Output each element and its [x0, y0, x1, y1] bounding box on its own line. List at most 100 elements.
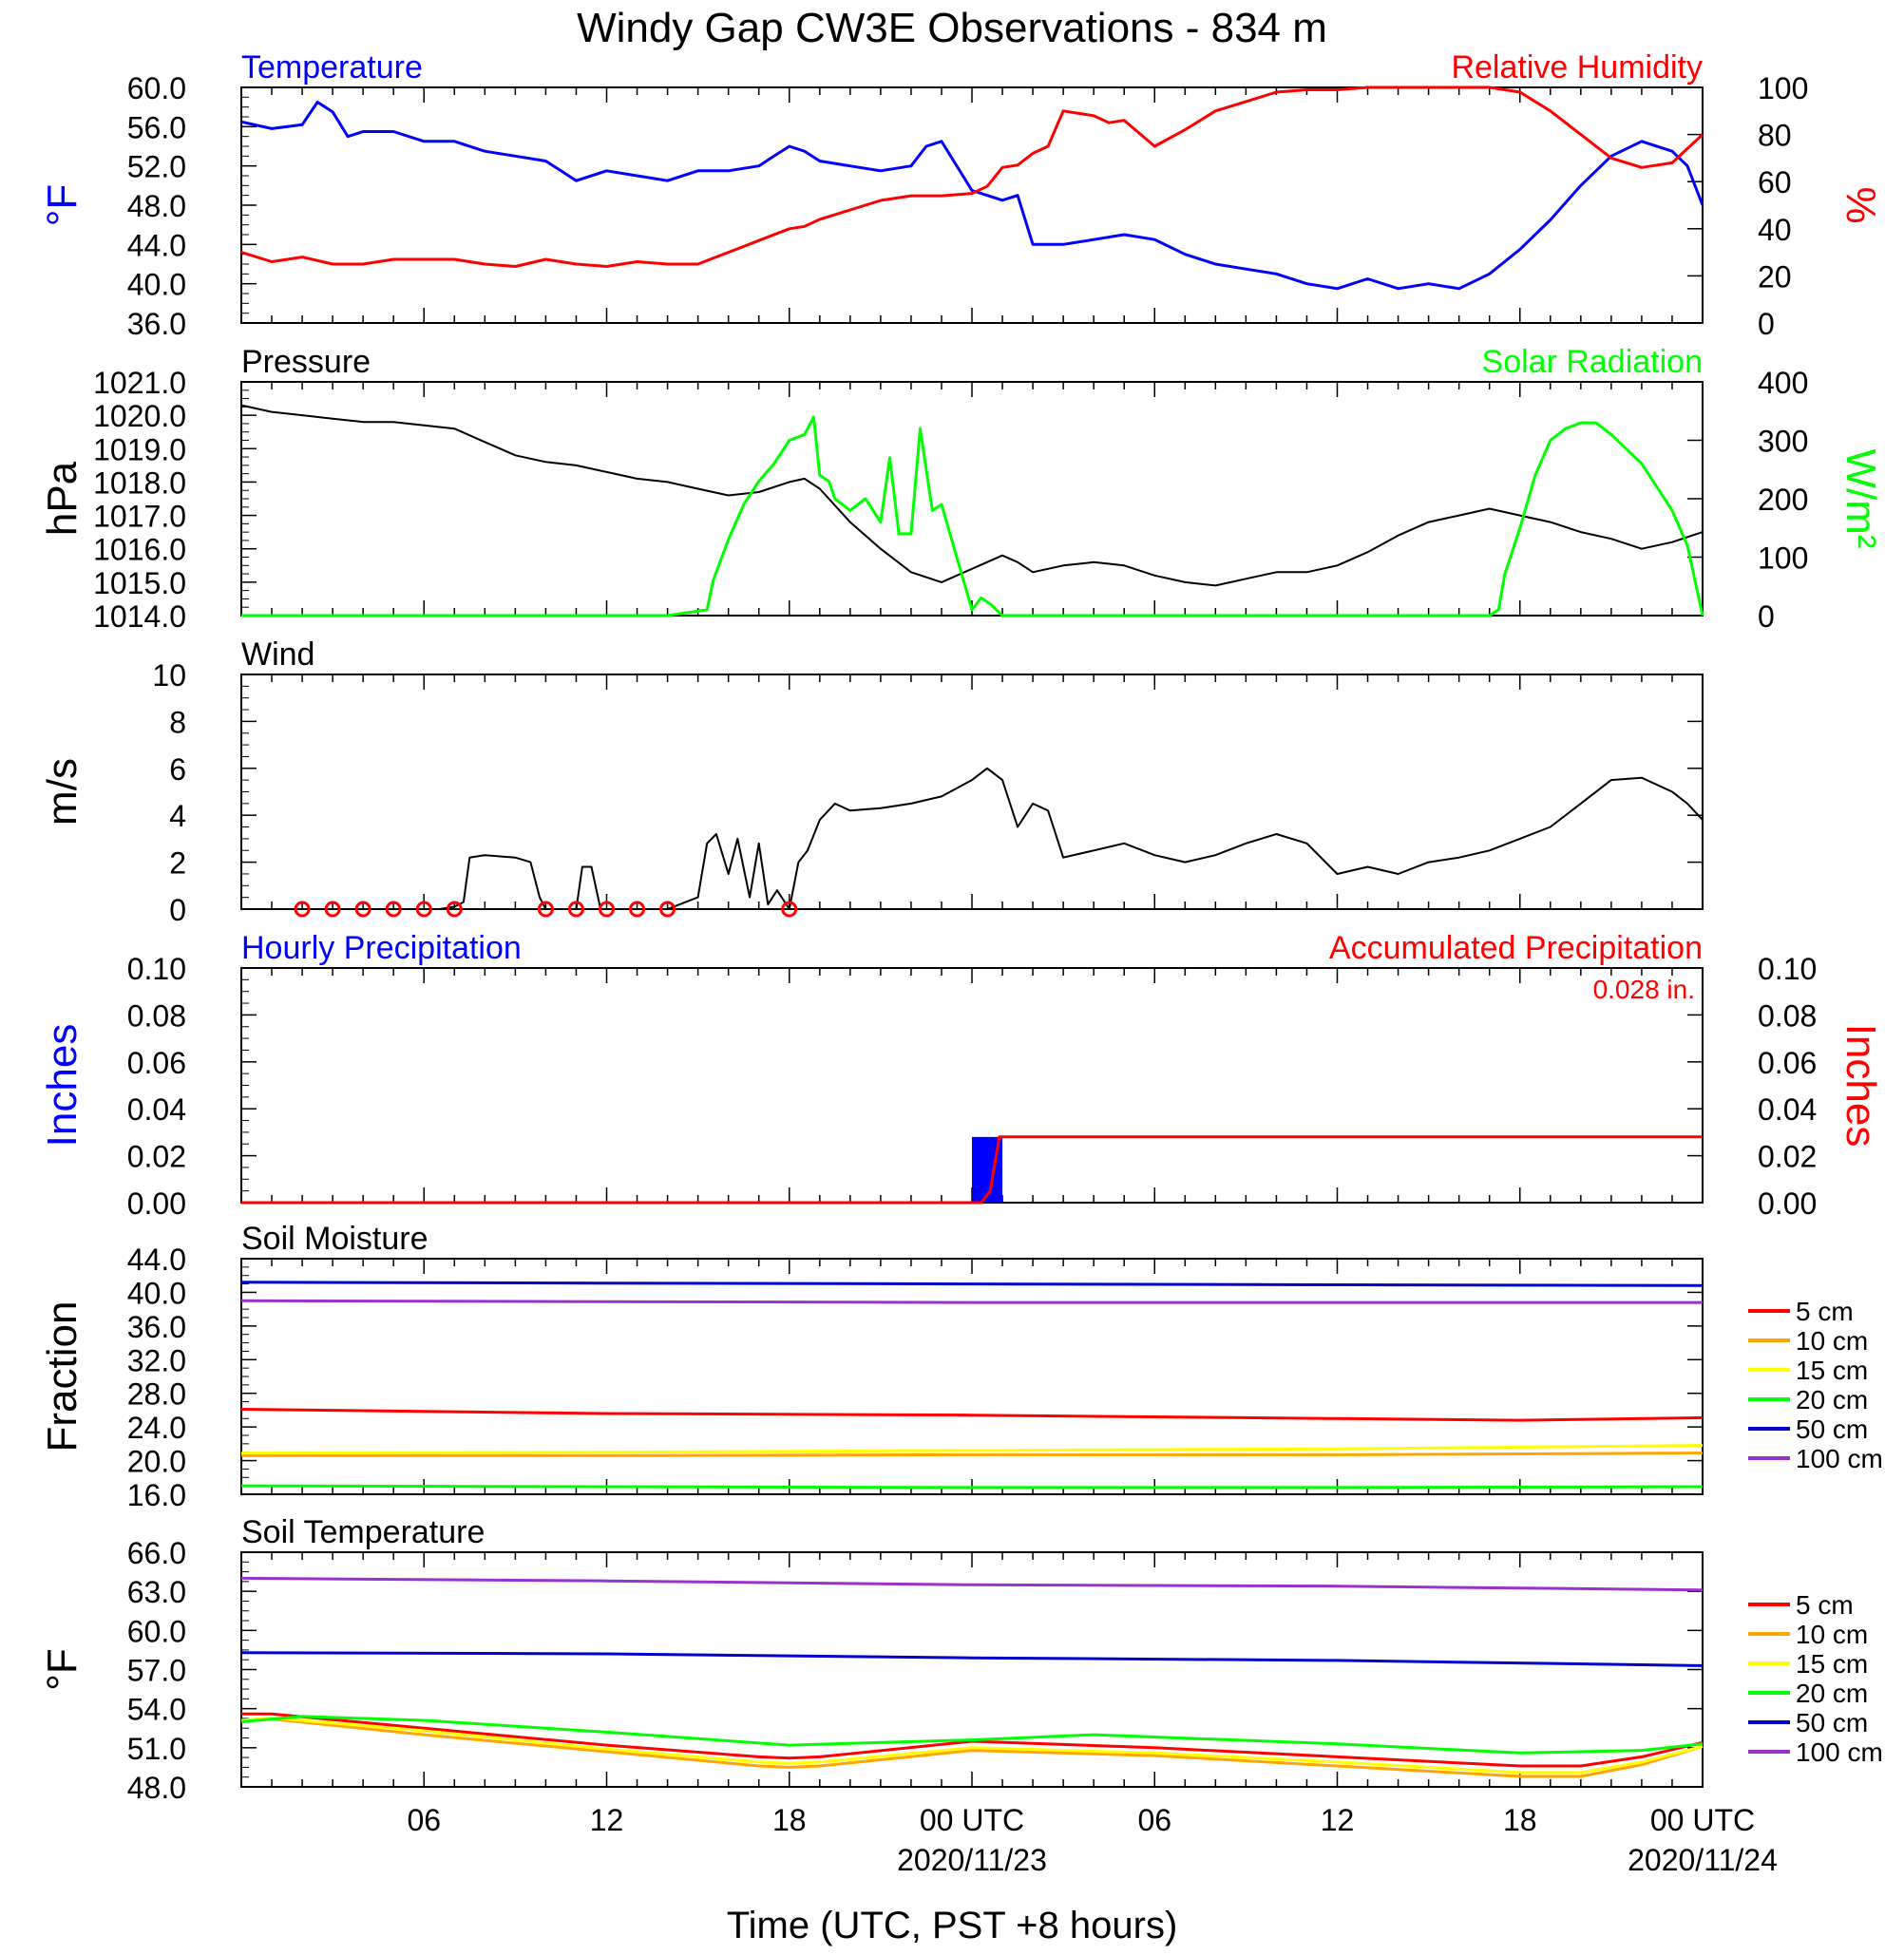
plot-frame [240, 86, 1704, 324]
panel-label-left: Soil Temperature [241, 1514, 485, 1550]
x-tick-label: 18 [1503, 1803, 1537, 1837]
x-date-label: 2020/11/24 [1628, 1843, 1778, 1877]
y-tick-label-left: 0.08 [127, 998, 186, 1033]
series-line [241, 1712, 1704, 1768]
y-tick-label-left: 1016.0 [93, 533, 186, 567]
y-tick-label-right: 20 [1758, 259, 1792, 294]
panel-temp_rh: 36.0 40.0 44.0 48.0 52.0 56.0 60.0 0 20 40 60 80 100… [39, 49, 1884, 341]
x-axis-label: Time (UTC, PST +8 hours) [727, 1905, 1178, 1946]
y-tick-label-left: 51.0 [127, 1732, 186, 1766]
y-tick-label-left: 36.0 [127, 1310, 186, 1344]
y-tick-label-left: 1019.0 [93, 432, 186, 466]
legend-label: 20 cm [1796, 1679, 1868, 1708]
y-tick-label-left: 60.0 [127, 1614, 186, 1648]
series-line [240, 1484, 1704, 1490]
panel-label-left: Pressure [241, 344, 371, 380]
calm-wind-marker [599, 901, 615, 918]
legend-label: 15 cm [1796, 1649, 1868, 1679]
y-tick-label-left: 0.02 [127, 1140, 186, 1174]
calm-wind-marker [354, 901, 371, 918]
y-tick-label-right: 100 [1758, 541, 1808, 576]
panel-wind: 0 2 4 6 8 10 Wind m/s [39, 636, 1704, 927]
y-axis-title-right: % [1837, 186, 1884, 223]
x-tick-label: 06 [1137, 1803, 1171, 1837]
y-tick-label-left: 44.0 [127, 228, 186, 262]
series-line [240, 1716, 1704, 1775]
y-tick-label-left: 44.0 [127, 1243, 186, 1277]
y-tick-label-right: 0.10 [1758, 952, 1817, 986]
y-tick-label-right: 0.02 [1758, 1140, 1817, 1174]
y-tick-label-right: 0.04 [1758, 1092, 1817, 1127]
plot-frame [240, 381, 1704, 617]
legend-label: 15 cm [1796, 1356, 1868, 1385]
y-tick-label-left: 48.0 [127, 189, 186, 223]
y-tick-label-left: 54.0 [127, 1693, 186, 1727]
y-axis-title-left: Fraction [39, 1301, 86, 1452]
legend-label: 5 cm [1796, 1590, 1854, 1620]
panel-precip: 0.00 0.02 0.04 0.06 0.08 0.10 0.00 0.02 0.04 0.06… [39, 930, 1884, 1221]
x-tick-label: 06 [407, 1803, 441, 1837]
calm-wind-marker [415, 901, 432, 918]
calm-wind-marker [629, 901, 646, 918]
series-line [240, 85, 1704, 268]
y-axis-title-right: Inches [1837, 1024, 1884, 1148]
y-tick-label-left: 60.0 [127, 71, 186, 105]
y-tick-label-right: 0.08 [1758, 998, 1817, 1033]
series-line [240, 1444, 1704, 1455]
y-tick-label-right: 60 [1758, 165, 1792, 199]
calm-wind-marker [537, 901, 554, 918]
y-tick-label-left: 0 [169, 893, 186, 927]
x-tick-label: 00 UTC [1650, 1803, 1755, 1837]
y-tick-label-right: 80 [1758, 119, 1792, 153]
y-tick-label-left: 1015.0 [93, 566, 186, 600]
y-tick-label-left: 16.0 [127, 1478, 186, 1512]
panels: 36.040.044.048.052.056.060.0020406080100… [39, 49, 1884, 1877]
legend-label: 50 cm [1796, 1708, 1868, 1737]
y-tick-label-left: 8 [169, 705, 186, 739]
panel-soil_moisture: 16.020.024.028.032.036.040.044.0 Soil Moi… [39, 1221, 1883, 1512]
y-tick-label-left: 2 [169, 846, 186, 881]
x-tick-label: 18 [772, 1803, 807, 1837]
y-tick-label-right: 0 [1758, 307, 1775, 341]
calm-wind-marker [567, 901, 584, 918]
y-axis-title-left: °F [39, 1648, 86, 1690]
y-axis-title-left: m/s [39, 758, 86, 826]
y-tick-label-left: 1017.0 [93, 500, 186, 534]
y-axis-title-right: W/m² [1837, 448, 1884, 548]
x-tick-label: 12 [1321, 1803, 1355, 1837]
y-tick-label-left: 0.10 [127, 952, 186, 986]
legend-label: 20 cm [1796, 1385, 1868, 1414]
plot-frame [240, 1258, 1704, 1495]
y-tick-label-right: 40 [1758, 213, 1792, 247]
panel-label-left: Temperature [241, 49, 423, 85]
panel-label-left: Soil Moisture [241, 1221, 428, 1257]
x-date-label: 2020/11/23 [897, 1843, 1047, 1877]
series-line [240, 1715, 1704, 1755]
calm-wind-marker [294, 901, 311, 918]
y-tick-label-right: 0.00 [1758, 1186, 1817, 1221]
legend-label: 50 cm [1796, 1414, 1868, 1444]
y-tick-label-right: 300 [1758, 425, 1808, 459]
y-tick-label-left: 1021.0 [93, 366, 186, 400]
panel-label-left: Wind [241, 636, 314, 673]
panel-soil_temperature: 48.0 51.0 54.0 57.0 60.0 63.0 66.0 Soil Tempera… [39, 1514, 1883, 1805]
y-tick-label-left: 1014.0 [93, 599, 186, 634]
panel-label-left: Hourly Precipitation [241, 930, 522, 966]
y-tick-label-left: 4 [169, 799, 186, 833]
legend-label: 10 cm [1796, 1620, 1868, 1649]
y-tick-label-left: 40.0 [127, 268, 186, 302]
y-tick-label-right: 0.06 [1758, 1046, 1817, 1080]
y-tick-label-left: 36.0 [127, 307, 186, 341]
y-tick-label-left: 10 [152, 658, 186, 693]
y-tick-label-left: 57.0 [127, 1654, 186, 1688]
y-axis-title-left: Inches [39, 1024, 86, 1148]
panel-label-right: Solar Radiation [1482, 344, 1703, 380]
y-tick-label-left: 1018.0 [93, 465, 186, 500]
legend-label: 10 cm [1796, 1326, 1868, 1356]
series-line [241, 415, 1704, 617]
series-line [241, 1135, 1703, 1205]
y-tick-label-left: 48.0 [127, 1771, 186, 1805]
y-tick-label-left: 6 [169, 752, 186, 787]
figure-title: Windy Gap CW3E Observations - 834 m [577, 5, 1327, 51]
